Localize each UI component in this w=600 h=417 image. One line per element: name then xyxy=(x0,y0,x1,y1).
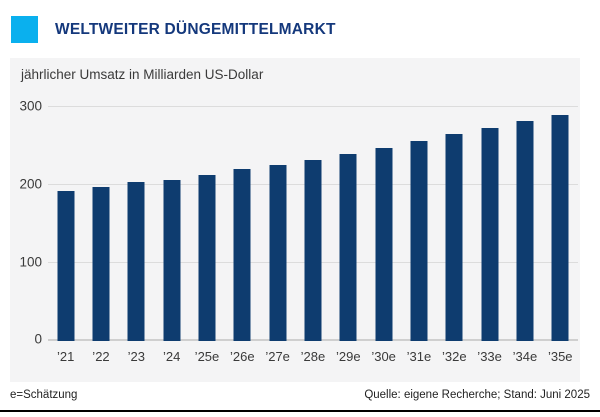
y-tick-label: 200 xyxy=(19,176,42,192)
bar xyxy=(410,140,428,341)
bar-slot-28e: ’28e xyxy=(295,58,330,364)
x-tick-label: ’22 xyxy=(92,349,110,364)
footer: e=Schätzung Quelle: eigene Recherche; St… xyxy=(10,389,590,401)
bar-slot-23: ’23 xyxy=(119,58,154,364)
x-tick-label: ’25e xyxy=(194,349,220,364)
bar-slot-22: ’22 xyxy=(83,58,118,364)
y-tick-label: 100 xyxy=(19,254,42,270)
bar xyxy=(57,191,75,341)
x-tick-label: ’35e xyxy=(547,349,573,364)
accent-square-icon xyxy=(11,16,38,43)
bar xyxy=(92,187,110,341)
bar-slot-31e: ’31e xyxy=(401,58,436,364)
bar xyxy=(163,179,181,341)
gridline-y-300: 300 xyxy=(19,99,578,112)
bar xyxy=(304,160,322,341)
bar-slot-33e: ’33e xyxy=(472,58,507,364)
x-tick-label: ’34e xyxy=(512,349,538,364)
bar-slot-27e: ’27e xyxy=(260,58,295,364)
bar xyxy=(269,164,287,341)
bar xyxy=(339,153,357,341)
bar xyxy=(233,168,251,341)
bar xyxy=(481,128,499,341)
bar-chart-plot-area: 0 100 200 300’21’22’23’24’25e ’26e ’27e ’28e ’2… xyxy=(19,58,578,364)
bar-slot-26e: ’26e xyxy=(225,58,260,364)
bar-slot-32e: ’32e xyxy=(437,58,472,364)
x-tick-label: ’28e xyxy=(300,349,326,364)
bar-slot-24: ’24 xyxy=(154,58,189,364)
y-tick-label: 300 xyxy=(19,98,42,114)
bar xyxy=(551,114,569,341)
x-tick-label: ’21 xyxy=(56,349,75,364)
bar xyxy=(516,121,534,341)
footnote: e=Schätzung xyxy=(10,389,78,401)
bar xyxy=(127,181,145,341)
chart-subtitle: jährlicher Umsatz in Milliarden US-Dolla… xyxy=(21,67,264,82)
bars-container: ’21 ’22 ’23 ’24 ’25e ’26e ’27e ’28e ’29e ’30e ’31e… xyxy=(48,58,578,364)
x-tick-label: ’29e xyxy=(335,349,361,364)
x-tick-label: ’30e xyxy=(371,349,396,364)
bar xyxy=(375,147,393,341)
bar-slot-35e: ’35e xyxy=(543,58,578,364)
bar-slot-21: ’21 xyxy=(48,58,83,364)
bar-slot-34e: ’34e xyxy=(507,58,542,364)
bar-slot-25e: ’25e xyxy=(189,58,224,364)
x-tick-label: ’33e xyxy=(477,349,502,364)
bar-slot-29e: ’29e xyxy=(331,58,366,364)
x-tick-label: ’27e xyxy=(265,349,290,364)
bottom-divider xyxy=(0,410,600,412)
chart-panel: jährlicher Umsatz in Milliarden US-Dolla… xyxy=(10,58,580,382)
x-tick-label: ’24 xyxy=(162,349,181,364)
bar xyxy=(198,174,216,341)
bar xyxy=(445,134,463,341)
y-tick-label: 0 xyxy=(34,331,42,347)
bar-slot-30e: ’30e xyxy=(366,58,401,364)
x-tick-label: ’32e xyxy=(441,349,467,364)
page-title: WELTWEITER DÜNGEMITTELMARKT xyxy=(55,20,336,38)
header: WELTWEITER DÜNGEMITTELMARKT xyxy=(11,16,336,43)
source-note: Quelle: eigene Recherche; Stand: Juni 20… xyxy=(364,389,590,401)
x-tick-label: ’23 xyxy=(127,349,145,364)
x-tick-label: ’31e xyxy=(406,349,432,364)
x-tick-label: ’26e xyxy=(230,349,255,364)
